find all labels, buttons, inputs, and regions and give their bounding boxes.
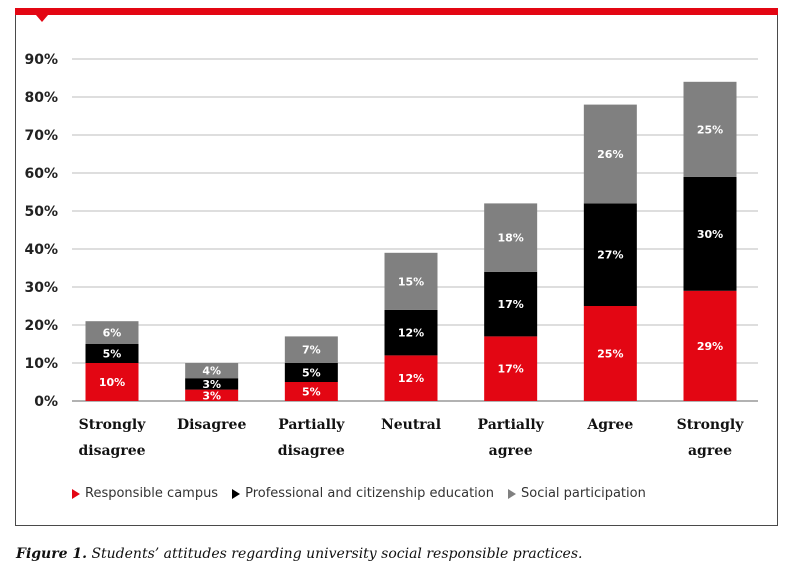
- bar-segment: [484, 203, 538, 272]
- data-label: 6%: [103, 327, 122, 340]
- x-tick-label: Strongly agree: [677, 417, 745, 459]
- bar-segment: [384, 252, 438, 310]
- bar-segment: [384, 355, 438, 401]
- caption-text: Students’ attitudes regarding university…: [87, 546, 583, 562]
- legend-label: Professional and citizenship education: [245, 486, 494, 501]
- legend-item: Professional and citizenship education: [232, 486, 494, 501]
- bar-segment: [683, 176, 737, 291]
- x-tick-label-line: disagree: [78, 443, 145, 459]
- y-tick-label: 10%: [24, 356, 58, 372]
- data-label: 27%: [597, 249, 623, 262]
- bar-segment: [583, 306, 637, 401]
- bar-segment: [284, 336, 338, 363]
- data-label: 10%: [99, 376, 125, 389]
- bar-segment: [583, 203, 637, 306]
- accent-notch-icon: [36, 15, 48, 22]
- y-tick-label: 0%: [34, 394, 58, 410]
- bar-segment: [185, 389, 239, 401]
- data-label: 17%: [497, 298, 523, 311]
- x-tick-label-line: Agree: [586, 417, 633, 433]
- y-tick-label: 30%: [24, 280, 58, 296]
- x-tick-label: Partially agree: [478, 417, 545, 459]
- y-tick-label: 20%: [24, 318, 58, 334]
- y-tick-label: 60%: [24, 166, 58, 182]
- data-label: 30%: [697, 228, 723, 241]
- bar-segment: [583, 104, 637, 204]
- bar-segment: [384, 309, 438, 356]
- x-tick-label-line: Partially: [278, 417, 345, 433]
- bar-segment: [284, 363, 338, 382]
- bar-segment: [683, 81, 737, 177]
- data-label: 5%: [103, 348, 122, 361]
- x-tick-label: Agree: [586, 417, 633, 433]
- data-label: 29%: [697, 340, 723, 353]
- data-label: 15%: [398, 275, 424, 288]
- stacked-bar-chart: 0% 10% 20% 30% 40% 50% 60% 70% 80% 90% 10% 5% 6% Stro…: [24, 52, 758, 459]
- bar-segment: [85, 321, 139, 344]
- x-tick-label: Disagree: [177, 417, 246, 433]
- bar-segment: [85, 344, 139, 363]
- y-tick-label: 90%: [24, 52, 58, 68]
- x-tick-label: Partially disagree: [278, 417, 345, 459]
- bar-segment: [185, 363, 239, 379]
- x-tick-label-line: Strongly: [79, 417, 147, 433]
- legend-item: Social participation: [508, 486, 646, 501]
- figure-frame: [15, 8, 778, 526]
- y-tick-label: 40%: [24, 242, 58, 258]
- triangle-marker-icon: [508, 488, 516, 499]
- data-label: 25%: [597, 348, 623, 361]
- x-tick-label: Neutral: [381, 417, 441, 433]
- x-tick-label-line: Neutral: [381, 417, 441, 433]
- x-tick-label-line: disagree: [278, 443, 345, 459]
- legend-label: Social participation: [521, 486, 646, 501]
- data-label: 4%: [202, 365, 221, 378]
- data-label: 17%: [497, 363, 523, 376]
- data-label: 5%: [302, 386, 321, 399]
- triangle-marker-icon: [72, 488, 80, 499]
- x-tick-label-line: agree: [489, 443, 533, 459]
- bar-segment: [484, 336, 538, 401]
- x-tick-label: Strongly disagree: [78, 417, 146, 459]
- data-label: 5%: [302, 367, 321, 380]
- data-label: 26%: [597, 148, 623, 161]
- x-tick-label-line: Disagree: [177, 417, 246, 433]
- data-label: 3%: [202, 378, 221, 391]
- bar-segment: [185, 378, 239, 390]
- data-label: 7%: [302, 344, 321, 357]
- bar-segment: [683, 290, 737, 401]
- legend-label: Responsible campus: [85, 486, 219, 501]
- top-accent-bar: [15, 8, 778, 15]
- x-tick-label-line: Strongly: [677, 417, 745, 433]
- caption-prefix: Figure 1.: [16, 546, 87, 562]
- triangle-marker-icon: [232, 488, 241, 499]
- x-tick-label-line: Partially: [478, 417, 545, 433]
- data-label: 12%: [398, 327, 424, 340]
- data-label: 18%: [497, 232, 523, 245]
- data-label: 25%: [697, 123, 723, 136]
- figure-caption: Figure 1. Students’ attitudes regarding …: [16, 546, 582, 562]
- x-tick-label-line: agree: [688, 443, 732, 459]
- y-tick-label: 70%: [24, 128, 58, 144]
- data-label: 3%: [202, 389, 221, 402]
- legend: Responsible campus Professional and citiz…: [72, 486, 646, 501]
- y-tick-label: 50%: [24, 204, 58, 220]
- bar-segment: [284, 382, 338, 401]
- legend-item: Responsible campus: [72, 486, 218, 501]
- data-label: 12%: [398, 372, 424, 385]
- bar-segment: [484, 271, 538, 337]
- y-tick-label: 80%: [24, 90, 58, 106]
- bar-segment: [85, 363, 139, 401]
